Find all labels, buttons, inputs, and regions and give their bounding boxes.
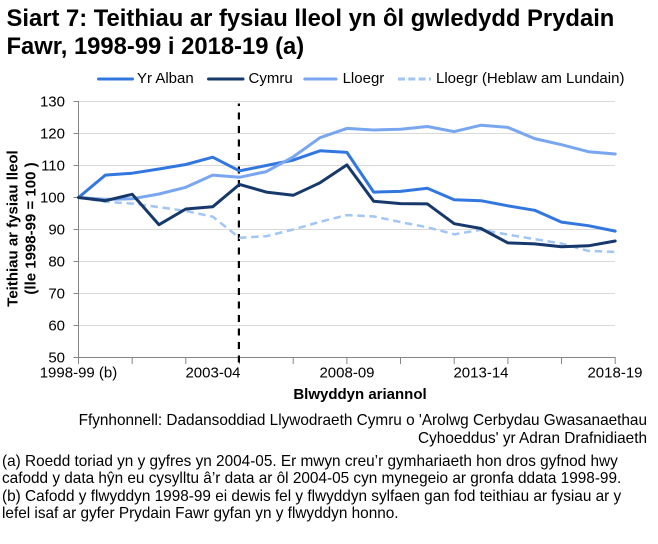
svg-text:50: 50 [48,349,65,366]
svg-text:1998-99 (b): 1998-99 (b) [40,365,118,382]
svg-text:2018-19: 2018-19 [587,365,642,382]
svg-text:2008-09: 2008-09 [319,365,374,382]
svg-text:2003-04: 2003-04 [185,365,240,382]
svg-text:110: 110 [41,157,65,174]
svg-text:90: 90 [48,221,65,238]
svg-text:120: 120 [40,125,65,142]
svg-text:2013-14: 2013-14 [453,365,508,382]
svg-text:70: 70 [48,285,65,302]
svg-text:130: 130 [40,93,65,110]
svg-text:80: 80 [48,253,65,270]
svg-text:60: 60 [48,317,65,334]
svg-text:100: 100 [40,189,65,206]
